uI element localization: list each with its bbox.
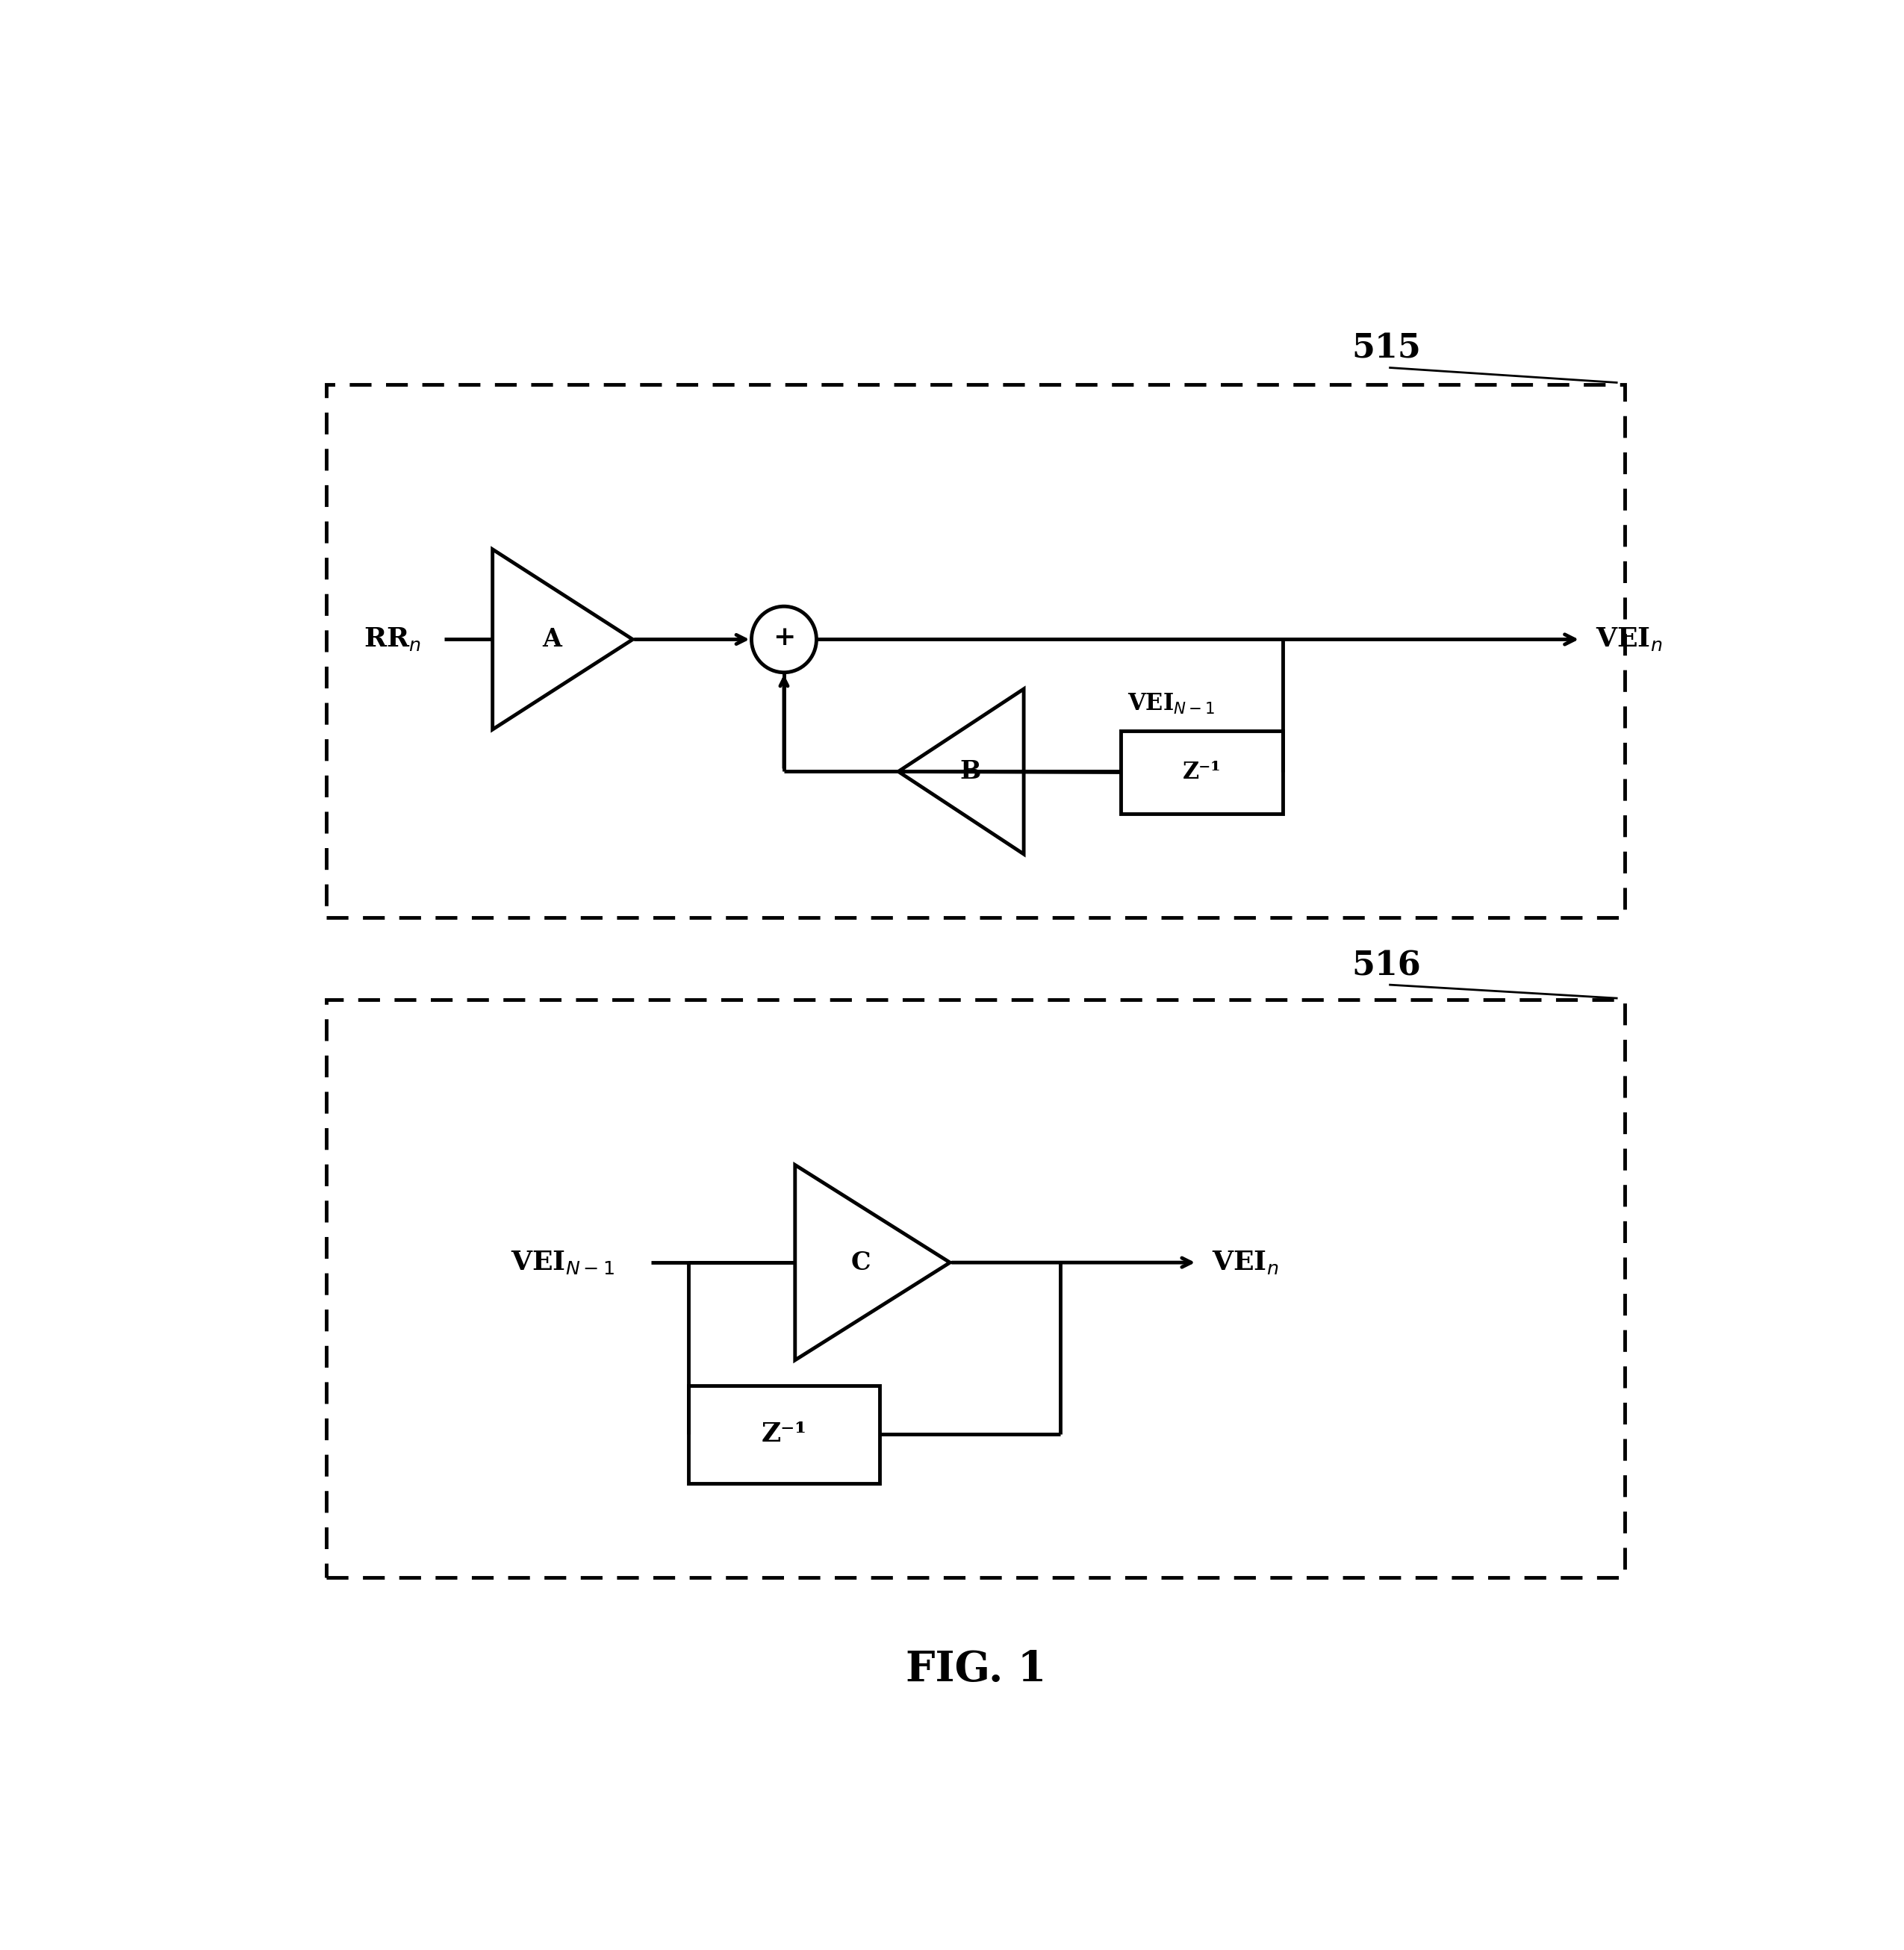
Text: B: B [960, 759, 981, 784]
Text: VEI$_n$: VEI$_n$ [1211, 1250, 1279, 1275]
Text: +: + [773, 626, 796, 651]
Text: C: C [851, 1250, 870, 1275]
Bar [1120, 731, 1283, 813]
Text: VEI$_{N-1}$: VEI$_{N-1}$ [1127, 692, 1215, 716]
Bar [687, 1386, 880, 1484]
Text: VEI$_n$: VEI$_n$ [1596, 626, 1662, 653]
Text: 515: 515 [1352, 333, 1422, 365]
Text: RR$_n$: RR$_n$ [364, 626, 421, 653]
Text: A: A [543, 628, 562, 651]
Text: Z⁻¹: Z⁻¹ [762, 1422, 807, 1447]
Text: FIG. 1: FIG. 1 [906, 1650, 1045, 1691]
Text: 516: 516 [1352, 950, 1420, 981]
Text: VEI$_{N-1}$: VEI$_{N-1}$ [510, 1250, 615, 1275]
Text: Z⁻¹: Z⁻¹ [1182, 761, 1220, 784]
